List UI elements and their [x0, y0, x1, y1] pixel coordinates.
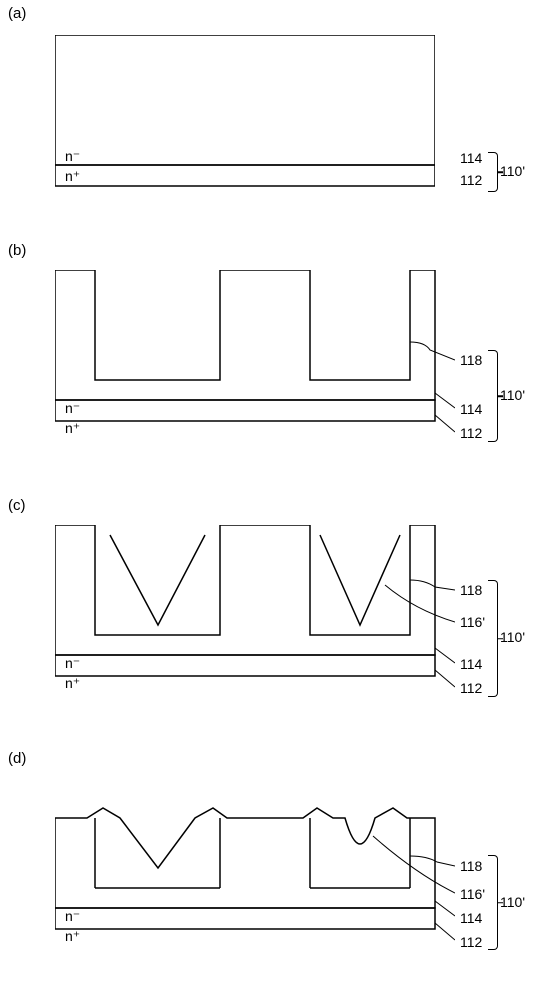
diagram-c: [55, 525, 455, 695]
diagram-b: [55, 270, 455, 440]
ref-110p-b: 110': [500, 387, 525, 403]
region-n-plus-b: n⁺: [65, 420, 80, 437]
ref-118-b: 118: [460, 352, 482, 368]
ref-114-a: 114: [460, 150, 482, 166]
region-n-plus-a: n⁺: [65, 168, 80, 185]
panel-c-label: (c): [8, 497, 26, 514]
ref-114-d: 114: [460, 910, 482, 926]
region-n-plus-c: n⁺: [65, 675, 80, 692]
ref-112-a: 112: [460, 172, 482, 188]
brace-b: [488, 350, 498, 442]
brace-a: [488, 152, 498, 192]
region-n-minus-a: n⁻: [65, 148, 80, 165]
region-n-plus-d: n⁺: [65, 928, 80, 945]
ref-114-b: 114: [460, 401, 482, 417]
ref-110p-c: 110': [500, 629, 525, 645]
panel-d-label: (d): [8, 750, 26, 767]
ref-116p-d: 116': [460, 886, 485, 902]
diagram-d: [55, 778, 455, 948]
ref-114-c: 114: [460, 656, 482, 672]
ref-110p-a: 110': [500, 163, 525, 179]
brace-c: [488, 580, 498, 697]
ref-118-c: 118: [460, 582, 482, 598]
region-n-minus-b: n⁻: [65, 400, 80, 417]
region-n-minus-d: n⁻: [65, 908, 80, 925]
ref-112-b: 112: [460, 425, 482, 441]
ref-118-d: 118: [460, 858, 482, 874]
panel-a-label: (a): [8, 5, 26, 22]
region-n-minus-c: n⁻: [65, 655, 80, 672]
brace-d: [488, 855, 498, 950]
panel-b-label: (b): [8, 242, 26, 259]
diagram-a: [55, 35, 435, 187]
ref-112-d: 112: [460, 934, 482, 950]
ref-112-c: 112: [460, 680, 482, 696]
ref-110p-d: 110': [500, 894, 525, 910]
ref-116p-c: 116': [460, 614, 485, 630]
